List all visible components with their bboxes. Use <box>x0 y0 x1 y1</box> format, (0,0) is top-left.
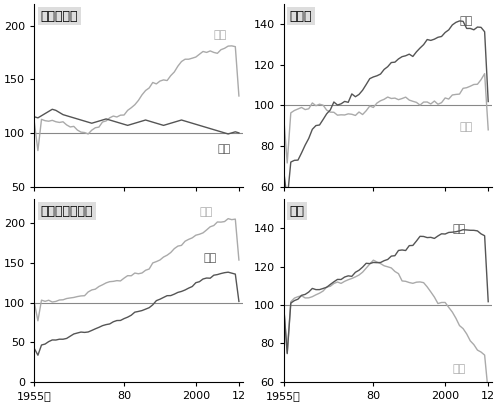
Text: 医療: 医療 <box>290 205 305 218</box>
Text: 農林水産業: 農林水産業 <box>40 10 78 23</box>
Text: 米国: 米国 <box>460 122 473 132</box>
Text: 日本: 日本 <box>218 144 230 154</box>
Text: 日本: 日本 <box>460 17 473 26</box>
Text: 自動車: 自動車 <box>290 10 312 23</box>
Text: 日本: 日本 <box>452 224 466 234</box>
Text: 米国: 米国 <box>452 364 466 374</box>
Text: 米国: 米国 <box>200 207 212 217</box>
Text: 卸売り・小売り: 卸売り・小売り <box>40 205 93 218</box>
Text: 米国: 米国 <box>214 30 227 40</box>
Text: 日本: 日本 <box>203 253 216 263</box>
